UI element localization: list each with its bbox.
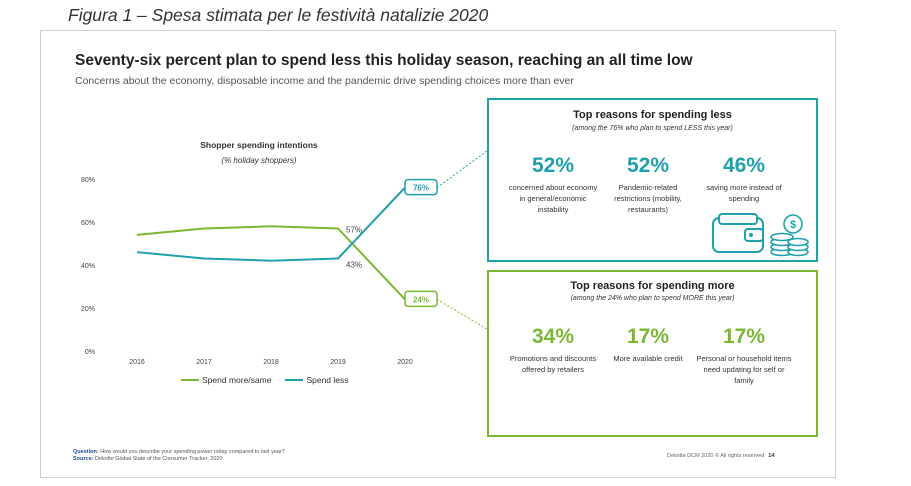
stat-percent: 34% (531, 325, 575, 348)
chart-legend: Spend more/same Spend less (181, 375, 349, 385)
x-tick-label: 2019 (330, 359, 346, 366)
stat-percent: 52% (531, 154, 575, 177)
stat-description: Promotions and discounts offered by reta… (509, 354, 597, 374)
x-tick-label: 2020 (397, 359, 413, 366)
stat-percent: 17% (626, 325, 670, 348)
footer-question: Question: How would you describe your sp… (73, 449, 285, 456)
spend-less-reasons-box: Top reasons for spending less (among the… (487, 98, 818, 262)
svg-text:$: $ (790, 219, 796, 231)
data-label-spend-less-2019: 43% (346, 261, 362, 270)
legend-item-spend-less: Spend less (285, 375, 349, 385)
chart-connectors (436, 150, 488, 330)
x-tick-label: 2016 (129, 359, 145, 366)
y-tick-label: 60% (81, 220, 95, 227)
stat-description: More available credit (613, 354, 683, 363)
y-tick-label: 0% (85, 349, 95, 356)
chart-labels: 57% 43% 76% 24% (346, 178, 438, 308)
footer-question-text: How would you describe your spending pow… (100, 449, 285, 455)
footer-notes: Question: How would you describe your sp… (73, 449, 285, 463)
legend-item-spend-more: Spend more/same (181, 375, 271, 385)
data-label-spend-less-2020: 76% (413, 184, 429, 193)
series-line-spend-less (136, 186, 406, 262)
chart-axes: 0% 20% 40% 60% 80% 2016 2017 2018 2019 2020 (81, 177, 413, 366)
slide-title: Seventy-six percent plan to spend less t… (75, 52, 693, 69)
data-label-spend-more-2020: 24% (413, 295, 429, 304)
chart-subtitle: (% holiday shoppers) (221, 156, 297, 165)
coins-icon: $ (770, 214, 809, 257)
page-number: 14 (768, 453, 775, 459)
line-chart: 0% 20% 40% 60% 80% 2016 2017 2018 2019 2020 57% 43… (81, 150, 488, 366)
figure-caption: Figura 1 – Spesa stimata per le festivit… (68, 5, 489, 25)
slide: Seventy-six percent plan to spend less t… (40, 30, 836, 478)
legend-label-spend-more: Spend more/same (202, 375, 272, 385)
legend-label-spend-less: Spend less (306, 375, 349, 385)
stat-description: Pandemic-related restrictions (mobility,… (614, 183, 682, 214)
chart-series (136, 186, 406, 301)
spend-less-stat: 46% saving more instead of spending (696, 154, 792, 204)
y-tick-label: 20% (81, 306, 95, 313)
footer-question-label: Question: (73, 449, 99, 455)
spend-more-reasons-box: Top reasons for spending more (among the… (487, 270, 818, 437)
stat-percent: 17% (722, 325, 766, 348)
footer-rights-text: Deloitte DCM 2020 © All rights reserved (667, 453, 765, 459)
spend-less-stat: 52% concerned about economy in general/e… (505, 154, 601, 215)
spend-less-box-title: Top reasons for spending less (573, 109, 732, 121)
footer-rights: Deloitte DCM 2020 © All rights reserved 1… (667, 453, 774, 459)
wallet-icon (712, 213, 764, 253)
spend-less-stat: 52% Pandemic-related restrictions (mobil… (600, 154, 696, 215)
stat-description: saving more instead of spending (706, 183, 782, 203)
series-line-spend-more (136, 225, 406, 301)
spend-more-stat: 34% Promotions and discounts offered by … (505, 325, 601, 375)
data-label-spend-more-2020-frame (404, 290, 438, 308)
spend-more-stat: 17% Personal or household items need upd… (696, 325, 792, 386)
connector-spend-more (436, 298, 488, 330)
data-label-spend-more-2019: 57% (346, 225, 362, 234)
legend-swatch-spend-more (181, 379, 199, 381)
slide-subtitle: Concerns about the economy, disposable i… (75, 75, 574, 87)
x-tick-label: 2017 (196, 359, 212, 366)
spend-less-box-subtitle: (among the 76% who plan to spend LESS th… (572, 125, 733, 132)
stat-description: concerned about economy in general/econo… (508, 183, 598, 214)
connector-spend-less (436, 150, 488, 189)
spend-more-box-title: Top reasons for spending more (570, 280, 735, 292)
y-tick-label: 80% (81, 177, 95, 184)
legend-swatch-spend-less (285, 379, 304, 381)
footer-source: Source: Deloitte Global State of the Con… (73, 456, 285, 463)
footer-source-text: Deloitte Global State of the Consumer Tr… (95, 456, 223, 462)
stat-description: Personal or household items need updatin… (696, 354, 792, 385)
spend-more-stat: 17% More available credit (600, 325, 696, 364)
chart-title: Shopper spending intentions (200, 140, 318, 150)
stat-percent: 52% (626, 154, 670, 177)
footer-source-label: Source: (73, 456, 94, 462)
stat-percent: 46% (722, 154, 766, 177)
x-tick-label: 2018 (263, 359, 279, 366)
spend-more-box-subtitle: (among the 24% who plan to spend MORE th… (570, 295, 735, 302)
y-tick-label: 40% (81, 263, 95, 270)
